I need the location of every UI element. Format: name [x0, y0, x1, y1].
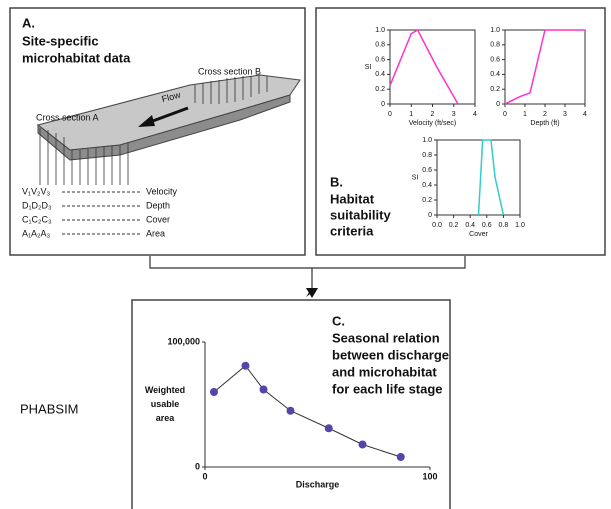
axes: [389, 29, 476, 105]
x-axis-label: Discharge: [296, 479, 340, 489]
x-tick-label: 3: [563, 111, 567, 118]
y-tick-label: 0: [496, 101, 500, 108]
y-axis-label: area: [156, 413, 176, 423]
y-tick-label: 0.2: [422, 197, 432, 204]
annotation: Cross section B: [198, 66, 261, 76]
x-tick-label: 4: [473, 111, 477, 118]
y-tick-label: 0.6: [490, 56, 500, 63]
y-tick-label: 1.0: [422, 137, 432, 144]
legend-symbols: A₁A₂A₃: [22, 228, 51, 238]
x-tick-label: 3: [452, 111, 456, 118]
panel-title: Habitat: [330, 191, 375, 206]
data-line: [477, 139, 505, 216]
panel-title: and microhabitat: [332, 364, 437, 379]
y-tick-label: 0.6: [375, 56, 385, 63]
x-tick-label: 0.8: [499, 222, 509, 229]
y-tick-label: 0.4: [422, 182, 432, 189]
legend-label: Cover: [146, 214, 170, 224]
panel-title: suitability: [330, 207, 391, 222]
x-axis-label: Depth (ft): [530, 120, 559, 127]
panel-c-box: [131, 299, 451, 509]
y-tick-label: 0: [428, 212, 432, 219]
panel-b-box: [315, 7, 606, 256]
x-tick-label: 2: [543, 111, 547, 118]
x-tick-label: 0.6: [482, 222, 492, 229]
x-tick-label: 1: [409, 111, 413, 118]
x-tick-label: 0.2: [449, 222, 459, 229]
y-tick-label: 0.2: [490, 86, 500, 93]
model-label: PHABSIM: [20, 401, 79, 416]
legend-label: Area: [146, 228, 165, 238]
panel-title: microhabitat data: [22, 50, 131, 65]
data-point: [358, 440, 367, 449]
y-tick-label: 0.2: [375, 86, 385, 93]
data-line: [213, 365, 401, 458]
data-line: [504, 29, 585, 105]
y-tick-label: 100,000: [167, 336, 200, 346]
x-tick-label: 0.4: [465, 222, 475, 229]
x-axis-label: Cover: [469, 231, 488, 238]
x-tick-label: 0.0: [432, 222, 442, 229]
x-tick-label: 1: [523, 111, 527, 118]
x-tick-label: 0: [388, 111, 392, 118]
y-axis-label: SI: [412, 174, 419, 181]
y-tick-label: 0.6: [422, 167, 432, 174]
panel-title: Seasonal relation: [332, 330, 440, 345]
panel-title: between discharge: [332, 347, 449, 362]
panel-title: for each life stage: [332, 381, 443, 396]
y-axis-label: usable: [151, 399, 180, 409]
legend-symbols: C₁C₂C₃: [22, 214, 52, 224]
arrow-head: [306, 288, 318, 298]
legend-symbols: D₁D₂D₃: [22, 200, 52, 210]
legend-symbols: V₁V₂V₃: [22, 186, 51, 196]
y-tick-label: 0: [381, 101, 385, 108]
annotation: Cross section A: [36, 112, 99, 122]
y-tick-label: 0.8: [490, 42, 500, 49]
y-tick-label: 1.0: [490, 27, 500, 34]
data-point: [324, 424, 333, 433]
x-tick-label: 4: [583, 111, 587, 118]
x-axis-label: Velocity (ft/sec): [409, 120, 456, 127]
panel-title: criteria: [330, 223, 374, 238]
y-tick-label: 0.4: [490, 71, 500, 78]
data-point: [210, 388, 218, 396]
data-point: [241, 361, 250, 370]
y-tick-label: 0.4: [375, 71, 385, 78]
y-tick-label: 1.0: [375, 27, 385, 34]
y-tick-label: 0.8: [422, 152, 432, 159]
panel-letter: A.: [22, 15, 35, 30]
stream-sketch: [36, 74, 301, 185]
panel-title: Site-specific: [22, 33, 99, 48]
annotation: Flow: [161, 90, 182, 105]
panel-letter: B.: [330, 174, 343, 189]
connector: [149, 256, 466, 288]
data-line: [389, 28, 459, 105]
panel-letter: C.: [332, 313, 345, 328]
axes: [504, 29, 586, 105]
x-tick-label: 2: [431, 111, 435, 118]
legend-label: Depth: [146, 200, 170, 210]
data-point: [259, 385, 268, 394]
y-tick-label: 0.8: [375, 42, 385, 49]
data-point: [286, 406, 295, 415]
x-tick-label: 0: [503, 111, 507, 118]
legend: V₁V₂V₃ Velocity D₁D₂D₃ Depth C₁C₂C₃ Cover A₁A₂…: [22, 186, 178, 238]
x-tick-label: 100: [422, 471, 437, 481]
y-tick-label: 0: [195, 461, 200, 471]
y-axis-label: Weighted: [145, 385, 185, 395]
panel-a-box: [9, 7, 306, 256]
x-tick-label: 1.0: [515, 222, 525, 229]
data-point: [396, 453, 405, 461]
legend-label: Velocity: [146, 186, 178, 196]
y-axis-label: SI: [365, 64, 372, 71]
x-tick-label: 0: [202, 471, 207, 481]
